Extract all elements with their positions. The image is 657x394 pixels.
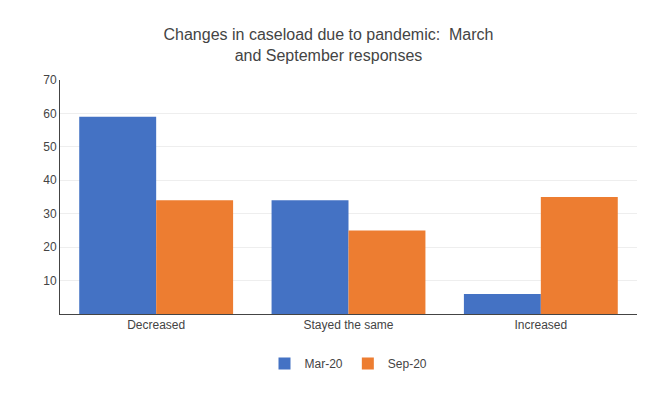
svg-text:Sep-20: Sep-20 — [388, 357, 427, 371]
svg-text:Changes in caseload due to pan: Changes in caseload due to pandemic: Mar… — [164, 26, 494, 64]
svg-text:20: 20 — [43, 240, 57, 254]
svg-text:60: 60 — [43, 107, 57, 121]
svg-text:70: 70 — [43, 73, 57, 87]
svg-text:Increased: Increased — [514, 318, 567, 332]
svg-text:10: 10 — [43, 274, 57, 288]
svg-text:30: 30 — [43, 207, 57, 221]
svg-text:Decreased: Decreased — [127, 318, 185, 332]
svg-text:40: 40 — [43, 173, 57, 187]
svg-text:Mar-20: Mar-20 — [305, 357, 343, 371]
svg-text:Stayed the same: Stayed the same — [303, 318, 393, 332]
svg-text:50: 50 — [43, 140, 57, 154]
